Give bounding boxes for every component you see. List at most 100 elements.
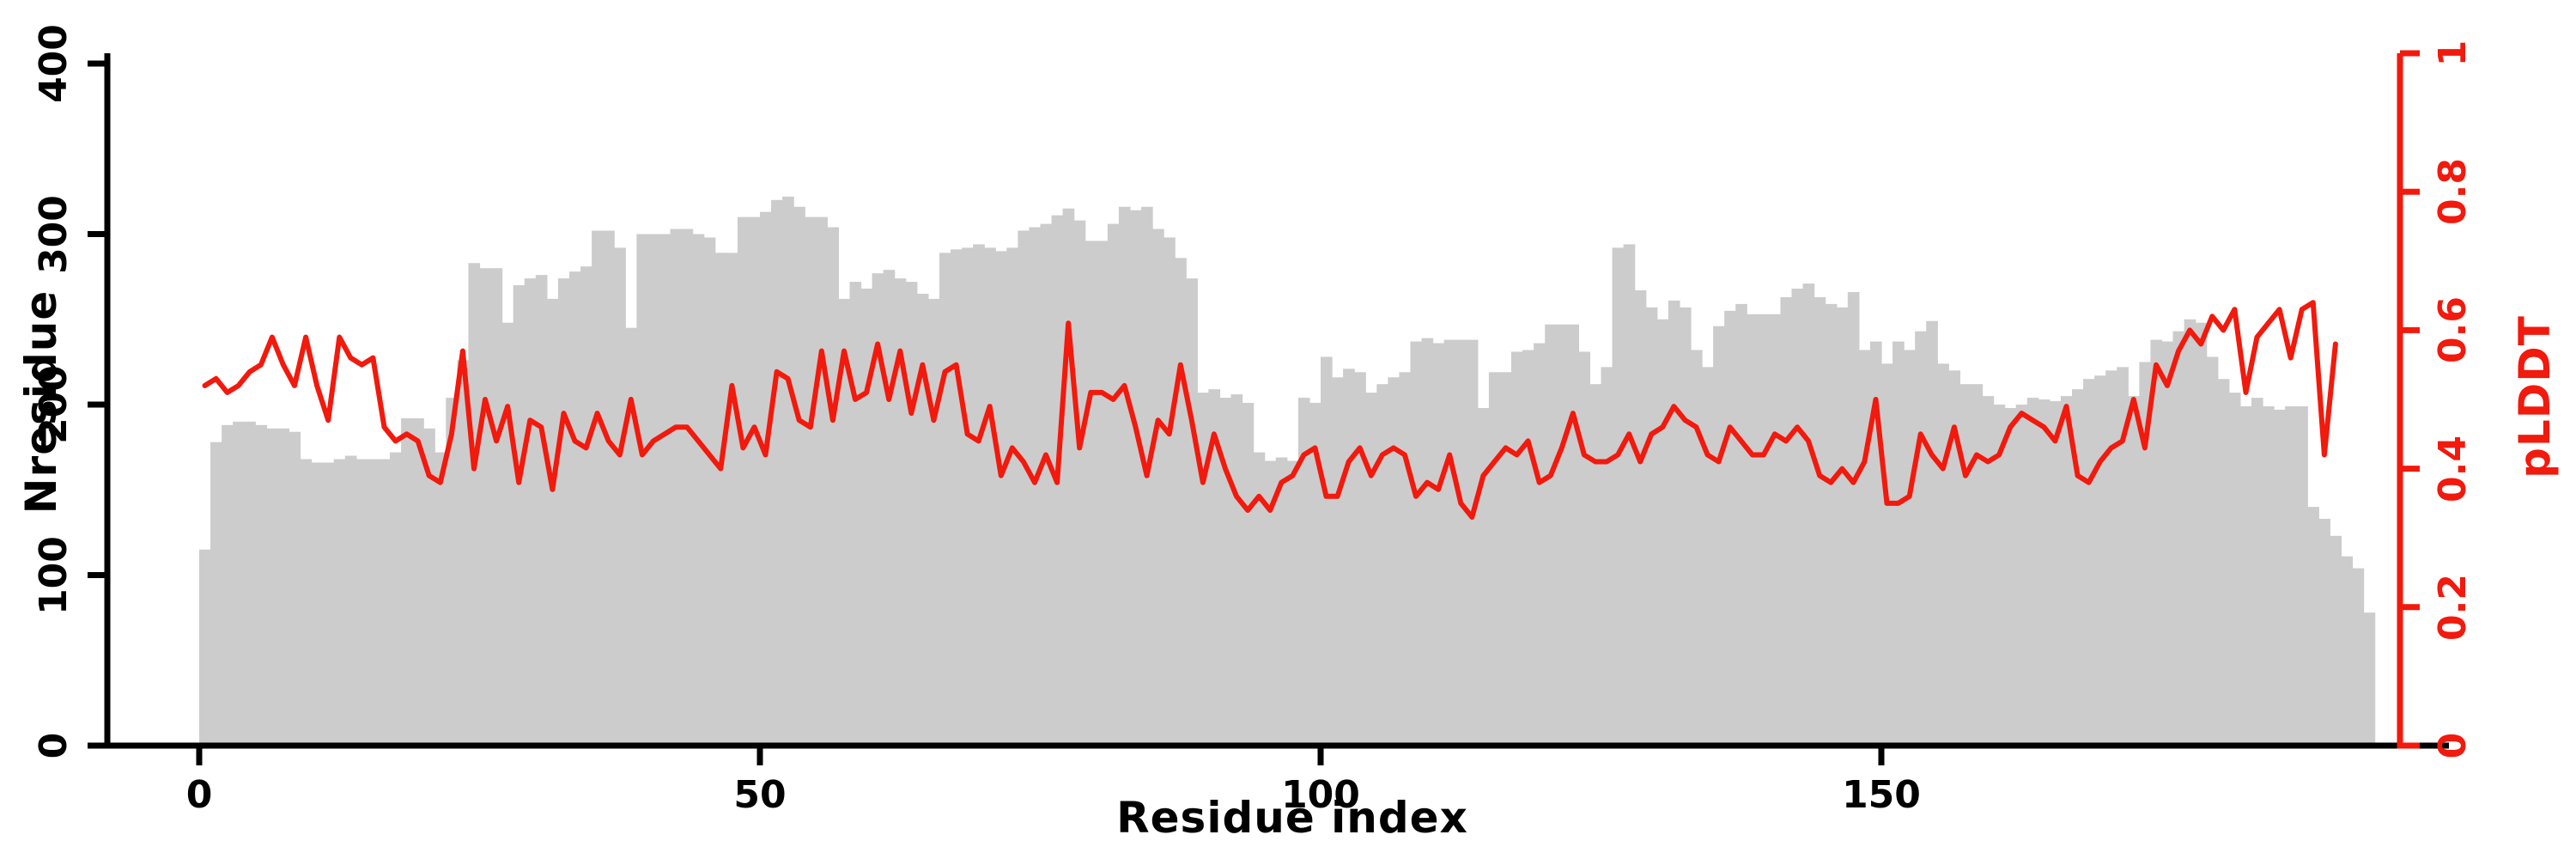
nresidue-bar bbox=[1253, 452, 1266, 746]
nresidue-bar bbox=[1107, 223, 1120, 746]
nresidue-bar bbox=[614, 247, 626, 746]
nresidue-bar bbox=[1466, 339, 1479, 746]
right-tick-label: 0.4 bbox=[2431, 435, 2475, 503]
nresidue-bar bbox=[1040, 223, 1053, 746]
nresidue-bar bbox=[1612, 247, 1625, 746]
nresidue-bars bbox=[199, 196, 2376, 746]
nresidue-bar bbox=[1219, 398, 1232, 746]
nresidue-bar bbox=[2150, 339, 2163, 746]
nresidue-bar bbox=[1926, 320, 1938, 746]
nresidue-bar bbox=[222, 424, 234, 746]
nresidue-bar bbox=[1893, 341, 1905, 746]
nresidue-bar bbox=[1197, 393, 1209, 746]
nresidue-bar bbox=[210, 442, 222, 746]
nresidue-bar bbox=[479, 268, 492, 746]
nresidue-bar bbox=[1264, 460, 1277, 746]
nresidue-bar bbox=[333, 459, 346, 746]
nresidue-bar bbox=[1388, 377, 1400, 746]
nresidue-bar bbox=[1858, 350, 1871, 746]
nresidue-bar bbox=[2117, 367, 2129, 746]
nresidue-bar bbox=[501, 322, 514, 746]
nresidue-bar bbox=[255, 424, 267, 746]
nresidue-bar bbox=[2251, 398, 2263, 746]
nresidue-bar bbox=[2105, 370, 2117, 746]
nresidue-bar bbox=[344, 455, 357, 746]
nresidue-bar bbox=[1915, 331, 1927, 746]
nresidue-bar bbox=[2263, 405, 2275, 746]
nresidue-bar bbox=[1018, 230, 1030, 746]
nresidue-bar bbox=[849, 282, 862, 746]
nresidue-bar bbox=[625, 327, 637, 746]
nresidue-bar bbox=[1006, 247, 1018, 746]
nresidue-bar bbox=[883, 270, 896, 746]
nresidue-bar bbox=[1029, 227, 1042, 746]
nresidue-bar bbox=[1847, 291, 1860, 746]
nresidue-bar bbox=[973, 244, 985, 746]
nresidue-bar bbox=[1656, 319, 1669, 746]
nresidue-bar bbox=[2195, 322, 2208, 746]
nresidue-bar bbox=[1208, 389, 1221, 746]
nresidue-bar bbox=[1488, 372, 1501, 746]
nresidue-bar bbox=[1791, 289, 1804, 746]
nresidue-bar bbox=[1836, 307, 1849, 746]
nresidue-bar bbox=[490, 268, 503, 746]
nresidue-bar bbox=[2083, 379, 2095, 746]
nresidue-bar bbox=[1399, 372, 1412, 746]
nresidue-bar bbox=[2363, 612, 2376, 746]
nresidue-bar bbox=[1904, 350, 1916, 746]
nresidue-bar bbox=[1321, 356, 1333, 746]
nresidue-bar bbox=[1769, 314, 1782, 746]
nresidue-bar bbox=[2139, 362, 2152, 746]
left-tick-label: 300 bbox=[32, 194, 76, 274]
nresidue-bar bbox=[524, 278, 537, 746]
nresidue-bar bbox=[1758, 314, 1770, 746]
nresidue-bar bbox=[1062, 208, 1075, 746]
nresidue-bar bbox=[1735, 303, 1747, 746]
nresidue-bar bbox=[1332, 377, 1344, 746]
x-axis-title: Residue index bbox=[1116, 793, 1468, 843]
nresidue-bar bbox=[1567, 324, 1579, 746]
nresidue-bar bbox=[1634, 290, 1647, 746]
nresidue-bar bbox=[1118, 206, 1131, 746]
nresidue-bar bbox=[580, 266, 592, 746]
nresidue-bar bbox=[423, 428, 435, 746]
nresidue-bar bbox=[1455, 339, 1467, 746]
nresidue-bar bbox=[1477, 407, 1490, 746]
nresidue-bar bbox=[2060, 396, 2073, 746]
nresidue-bar bbox=[2004, 407, 2017, 746]
nresidue-bar bbox=[2049, 401, 2062, 746]
nresidue-bar bbox=[636, 234, 648, 746]
right-tick-label: 0.6 bbox=[2431, 296, 2475, 364]
nresidue-bar bbox=[199, 549, 211, 746]
nresidue-bar bbox=[1343, 369, 1355, 746]
nresidue-bar bbox=[446, 398, 458, 746]
nresidue-bar bbox=[647, 234, 660, 746]
nresidue-bar bbox=[737, 216, 750, 746]
nresidue-bar bbox=[2239, 405, 2252, 746]
nresidue-bar bbox=[1959, 384, 1972, 746]
nresidue-bar bbox=[771, 199, 783, 746]
nresidue-bar bbox=[1668, 300, 1680, 746]
right-tick-label: 1 bbox=[2431, 40, 2475, 67]
nresidue-bar bbox=[300, 459, 313, 746]
right-tick-label: 0.8 bbox=[2431, 158, 2475, 226]
nresidue-bar bbox=[681, 228, 694, 746]
nresidue-bar bbox=[703, 237, 716, 746]
nresidue-bar bbox=[1881, 363, 1893, 746]
nresidue-bar bbox=[266, 428, 279, 746]
nresidue-bar bbox=[692, 234, 705, 746]
nresidue-bar bbox=[1376, 384, 1388, 746]
nresidue-bar bbox=[782, 196, 794, 746]
nresidue-bar bbox=[2228, 393, 2241, 746]
axes bbox=[88, 50, 2449, 765]
nresidue-bar bbox=[557, 278, 570, 746]
nresidue-bar bbox=[962, 247, 974, 746]
plddt-line bbox=[202, 300, 2338, 520]
nresidue-bar bbox=[872, 273, 884, 746]
nresidue-bar bbox=[355, 459, 368, 746]
nresidue-bar bbox=[1679, 307, 1692, 746]
nresidue-bar bbox=[546, 298, 559, 746]
nresidue-bar bbox=[2094, 375, 2106, 746]
nresidue-bar bbox=[1186, 278, 1198, 746]
